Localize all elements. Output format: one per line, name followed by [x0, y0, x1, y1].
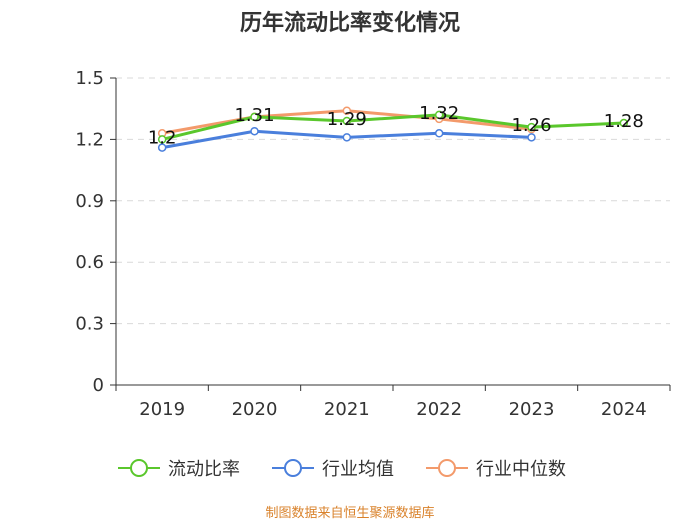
data-point	[434, 110, 444, 120]
x-tick-label: 2023	[509, 399, 555, 420]
data-labels: 1.2 1.31 1.29 1.32 1.26 1.28	[148, 103, 644, 149]
data-label: 1.2	[148, 127, 177, 148]
y-tick-label: 0.6	[75, 252, 104, 273]
x-tick-label: 2024	[601, 399, 647, 420]
x-tick-label: 2022	[416, 399, 462, 420]
chart-title: 历年流动比率变化情况	[240, 10, 460, 36]
y-tick-label: 1.5	[75, 68, 104, 89]
data-point	[157, 143, 167, 152]
source-note: 制图数据来自恒生聚源数据库	[265, 505, 434, 521]
data-point	[527, 133, 536, 142]
legend-label-0: 流动比率	[168, 459, 240, 480]
data-point	[157, 135, 167, 144]
y-tick-label: 1.2	[75, 129, 104, 150]
data-label: 1.32	[419, 103, 459, 124]
legend-marker-0	[130, 459, 148, 477]
legend[interactable]: 流动比率 行业均值 行业中位数	[118, 459, 566, 480]
x-tick-label: 2019	[139, 399, 185, 420]
x-tick-label: 2020	[232, 399, 278, 420]
data-point	[250, 126, 259, 136]
axes: 0 0.3 0.6 0.9 1.2 1.5 2019 2020 2021 2022 2023 2024	[75, 68, 671, 420]
x-tick-label: 2021	[324, 399, 370, 420]
data-point	[342, 133, 352, 142]
y-tick-label: 0.3	[75, 314, 104, 335]
legend-marker-2	[438, 459, 456, 477]
series-line-0	[161, 113, 624, 141]
legend-marker-1	[284, 459, 302, 477]
y-tick-label: 0	[93, 375, 104, 396]
data-label: 1.29	[327, 109, 367, 130]
data-point	[250, 112, 259, 122]
data-point	[527, 122, 536, 132]
legend-label-2: 行业中位数	[476, 459, 566, 480]
series-lines	[157, 106, 629, 152]
data-point	[434, 129, 444, 138]
data-point	[342, 116, 352, 126]
data-label: 1.28	[604, 111, 644, 132]
legend-label-1: 行业均值	[322, 459, 394, 480]
data-label: 1.31	[234, 105, 274, 126]
data-point	[342, 106, 352, 115]
data-point	[619, 118, 629, 128]
data-label: 1.26	[511, 115, 551, 136]
y-tick-label: 0.9	[75, 191, 104, 212]
